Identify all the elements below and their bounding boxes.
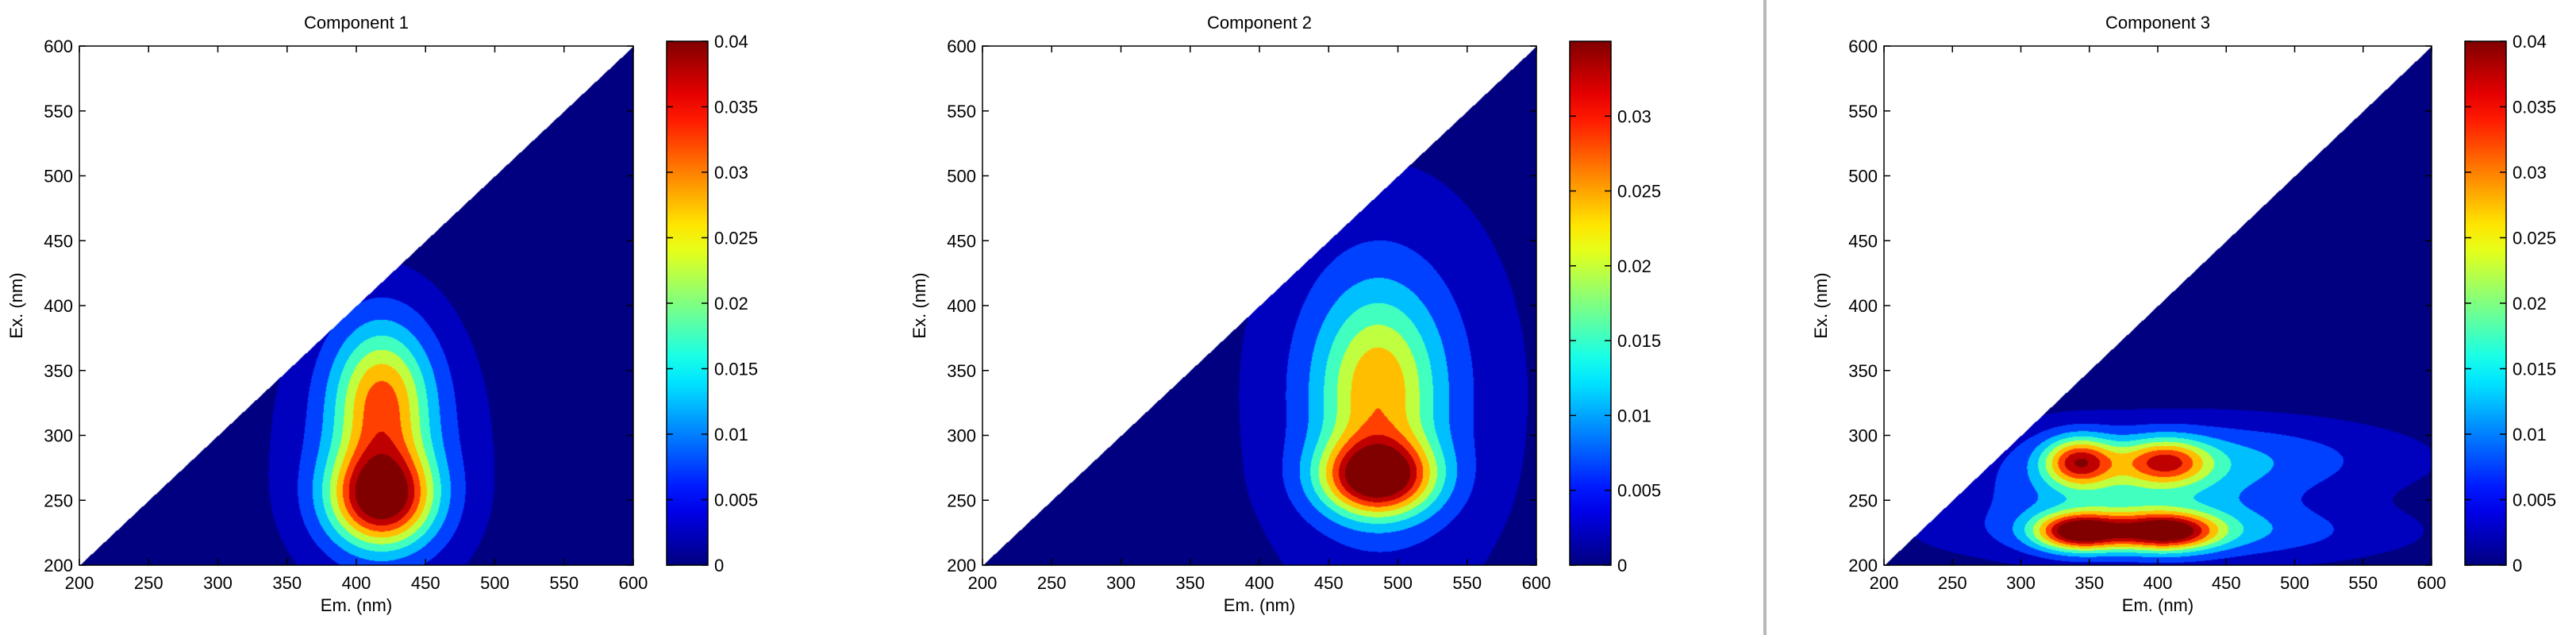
x-tick-label: 200 bbox=[968, 573, 998, 593]
x-tick-label: 550 bbox=[2348, 573, 2378, 593]
y-tick-label: 250 bbox=[947, 491, 976, 510]
x-tick-label: 500 bbox=[480, 573, 509, 593]
y-tick-label: 500 bbox=[1848, 167, 1878, 187]
chart-title: Component 2 bbox=[1207, 13, 1312, 33]
y-tick-label: 600 bbox=[44, 37, 73, 56]
x-tick-label: 250 bbox=[1037, 573, 1067, 593]
x-tick-label: 450 bbox=[411, 573, 440, 593]
colorbar-tick-label: 0.03 bbox=[1617, 106, 1651, 126]
y-tick-label: 500 bbox=[947, 167, 976, 187]
heatmap-surface-2 bbox=[982, 46, 1536, 565]
x-tick-label: 300 bbox=[2006, 573, 2036, 593]
x-tick-label: 250 bbox=[1938, 573, 1967, 593]
colorbar-tick-label: 0.025 bbox=[1617, 182, 1661, 202]
x-tick-label: 350 bbox=[272, 573, 302, 593]
chart-title: Component 3 bbox=[2105, 13, 2210, 33]
x-tick-label: 600 bbox=[1522, 573, 1551, 593]
heatmap-surface-1 bbox=[79, 46, 633, 565]
colorbar-tick-label: 0 bbox=[714, 556, 724, 575]
x-tick-label: 400 bbox=[2143, 573, 2173, 593]
y-axis-label: Ex. (nm) bbox=[1811, 272, 1831, 338]
y-tick-label: 300 bbox=[44, 426, 73, 446]
y-tick-label: 450 bbox=[1848, 231, 1878, 251]
x-tick-label: 200 bbox=[65, 573, 94, 593]
colorbar-tick-label: 0.03 bbox=[714, 163, 748, 183]
colorbar-tick-label: 0 bbox=[1617, 556, 1627, 575]
heatmap-surface-3 bbox=[1884, 46, 2432, 565]
y-tick-label: 550 bbox=[44, 102, 73, 121]
y-tick-label: 550 bbox=[1848, 102, 1878, 121]
y-axis-label: Ex. (nm) bbox=[909, 272, 929, 338]
y-tick-label: 300 bbox=[1848, 426, 1878, 446]
chart-panel-3: 200 250 300 350 400 450 500 550 600 200 250 300 350 4… bbox=[1811, 13, 2556, 615]
colorbar-tick-label: 0.01 bbox=[714, 425, 748, 444]
colorbar bbox=[1569, 40, 1612, 566]
colorbar-tick-label: 0.02 bbox=[2513, 294, 2547, 314]
x-tick-label: 450 bbox=[1314, 573, 1344, 593]
y-axis-label: Ex. (nm) bbox=[6, 272, 26, 338]
x-tick-label: 350 bbox=[1175, 573, 1205, 593]
colorbar-tick-label: 0.01 bbox=[2513, 425, 2547, 444]
colorbar-tick-label: 0.03 bbox=[2513, 163, 2547, 183]
colorbar-tick-label: 0.005 bbox=[1617, 481, 1661, 501]
y-tick-label: 600 bbox=[1848, 37, 1878, 56]
x-tick-label: 250 bbox=[134, 573, 163, 593]
colorbar-tick-label: 0.035 bbox=[714, 98, 758, 117]
colorbar-tick-label: 0.015 bbox=[714, 360, 758, 379]
colorbar bbox=[2464, 40, 2507, 566]
colorbar-tick-label: 0.035 bbox=[2513, 98, 2556, 117]
x-tick-label: 300 bbox=[203, 573, 233, 593]
colorbar-tick-label: 0.01 bbox=[1617, 406, 1651, 425]
x-tick-label: 300 bbox=[1106, 573, 1136, 593]
x-tick-label: 600 bbox=[619, 573, 648, 593]
x-axis-label: Em. (nm) bbox=[2122, 595, 2193, 615]
y-tick-label: 450 bbox=[947, 231, 976, 251]
chart-panel-2: 200 250 300 350 400 450 500 550 600 200 250 300 350 4… bbox=[909, 13, 1661, 615]
x-tick-label: 400 bbox=[1245, 573, 1275, 593]
x-tick-label: 350 bbox=[2074, 573, 2104, 593]
x-tick-label: 600 bbox=[2417, 573, 2447, 593]
colorbar-tick-label: 0 bbox=[2513, 556, 2522, 575]
colorbar-tick-label: 0.02 bbox=[1617, 256, 1651, 276]
colorbar-tick-label: 0.015 bbox=[1617, 331, 1661, 351]
y-tick-label: 200 bbox=[44, 556, 73, 575]
colorbar-tick-label: 0.025 bbox=[714, 229, 758, 248]
y-tick-label: 250 bbox=[44, 491, 73, 510]
colorbar-tick-label: 0.04 bbox=[2513, 32, 2547, 52]
y-tick-label: 600 bbox=[947, 37, 976, 56]
y-tick-label: 400 bbox=[947, 296, 976, 316]
y-tick-label: 400 bbox=[1848, 296, 1878, 316]
colorbar-tick-label: 0.005 bbox=[714, 491, 758, 510]
x-tick-label: 500 bbox=[2280, 573, 2309, 593]
colorbar-tick-label: 0.02 bbox=[714, 294, 748, 314]
colorbar-tick-label: 0.015 bbox=[2513, 360, 2556, 379]
y-tick-label: 250 bbox=[1848, 491, 1878, 510]
y-tick-label: 350 bbox=[1848, 361, 1878, 381]
colorbar-tick-label: 0.04 bbox=[714, 32, 748, 52]
y-tick-label: 350 bbox=[947, 361, 976, 381]
y-tick-label: 200 bbox=[947, 556, 976, 575]
x-tick-label: 500 bbox=[1383, 573, 1413, 593]
chart-panel-1: 200 250 300 350 400 450 500 550 600 200 250 300 350 4… bbox=[6, 13, 758, 615]
y-tick-label: 300 bbox=[947, 426, 976, 446]
y-tick-label: 200 bbox=[1848, 556, 1878, 575]
panel-divider bbox=[1763, 0, 1767, 635]
colorbar-tick-label: 0.025 bbox=[2513, 229, 2556, 248]
x-tick-label: 200 bbox=[1870, 573, 1899, 593]
x-axis-label: Em. (nm) bbox=[1224, 595, 1295, 615]
x-tick-label: 400 bbox=[342, 573, 371, 593]
y-tick-label: 400 bbox=[44, 296, 73, 316]
y-tick-label: 450 bbox=[44, 231, 73, 251]
y-tick-label: 350 bbox=[44, 361, 73, 381]
chart-title: Component 1 bbox=[304, 13, 409, 33]
y-tick-label: 550 bbox=[947, 102, 976, 121]
y-tick-label: 500 bbox=[44, 167, 73, 187]
x-tick-label: 550 bbox=[549, 573, 579, 593]
x-tick-label: 450 bbox=[2212, 573, 2241, 593]
x-tick-label: 550 bbox=[1452, 573, 1482, 593]
colorbar-tick-label: 0.005 bbox=[2513, 491, 2556, 510]
x-axis-label: Em. (nm) bbox=[321, 595, 392, 615]
